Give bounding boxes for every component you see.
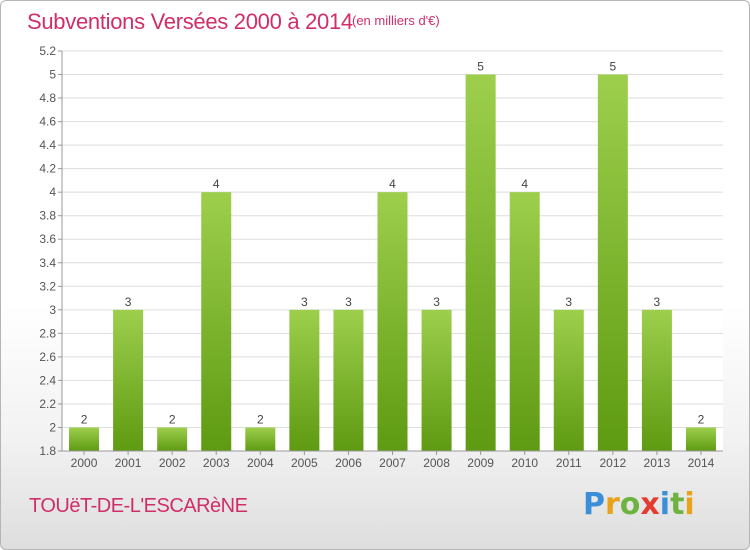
x-tick-label: 2007 bbox=[379, 456, 406, 470]
data-label: 2 bbox=[169, 412, 176, 426]
bar[interactable] bbox=[113, 309, 144, 451]
logo-letter: i bbox=[659, 487, 671, 522]
chart-unit: (en milliers d'€) bbox=[352, 13, 440, 28]
bar[interactable] bbox=[157, 427, 188, 451]
y-tick-label: 4 bbox=[49, 185, 56, 199]
y-tick-label: 3.2 bbox=[39, 279, 56, 293]
data-label: 2 bbox=[81, 412, 88, 426]
commune-name: TOUëT-DE-L'ESCARèNE bbox=[29, 495, 248, 517]
bar[interactable] bbox=[421, 309, 452, 451]
chart-title: Subventions Versées 2000 à 2014 bbox=[27, 9, 353, 34]
y-tick-label: 2.6 bbox=[39, 350, 56, 364]
data-label: 4 bbox=[389, 177, 396, 191]
y-tick-label: 2.8 bbox=[39, 326, 56, 340]
logo-letter: i bbox=[684, 487, 695, 522]
y-tick-label: 2 bbox=[49, 420, 56, 434]
data-label: 3 bbox=[301, 295, 308, 309]
logo-letter: P bbox=[583, 487, 605, 522]
data-label: 5 bbox=[477, 60, 484, 74]
data-label: 3 bbox=[654, 295, 661, 309]
y-tick-label: 2.4 bbox=[39, 373, 56, 387]
logo-letter: x bbox=[640, 487, 660, 522]
logo-letter: r bbox=[605, 487, 620, 522]
x-tick-label: 2004 bbox=[247, 456, 274, 470]
x-tick-label: 2000 bbox=[71, 456, 98, 470]
x-tick-label: 2006 bbox=[335, 456, 362, 470]
x-tick-label: 2008 bbox=[423, 456, 450, 470]
y-tick-label: 3.4 bbox=[39, 256, 56, 270]
x-tick-label: 2012 bbox=[599, 456, 626, 470]
x-tick-label: 2009 bbox=[467, 456, 494, 470]
y-tick-label: 5 bbox=[49, 68, 56, 82]
bar[interactable] bbox=[333, 309, 364, 451]
bar[interactable] bbox=[509, 192, 540, 452]
data-label: 3 bbox=[433, 295, 440, 309]
data-label: 2 bbox=[698, 412, 705, 426]
data-label: 4 bbox=[521, 177, 528, 191]
bar[interactable] bbox=[69, 427, 100, 451]
y-tick-label: 4.2 bbox=[39, 162, 56, 176]
data-label: 3 bbox=[565, 295, 572, 309]
bar[interactable] bbox=[641, 309, 672, 451]
data-label: 3 bbox=[345, 295, 352, 309]
data-label: 3 bbox=[125, 295, 132, 309]
proxiti-logo[interactable]: Proxiti bbox=[583, 487, 695, 522]
x-tick-label: 2005 bbox=[291, 456, 318, 470]
x-tick-label: 2013 bbox=[644, 456, 671, 470]
bar[interactable] bbox=[597, 74, 628, 451]
bar[interactable] bbox=[201, 192, 232, 452]
y-tick-label: 4.8 bbox=[39, 91, 56, 105]
bar[interactable] bbox=[685, 427, 716, 451]
x-tick-label: 2014 bbox=[688, 456, 715, 470]
y-tick-label: 3.6 bbox=[39, 232, 56, 246]
y-tick-label: 3 bbox=[49, 303, 56, 317]
logo-letter: t bbox=[670, 487, 685, 522]
y-tick-label: 1.8 bbox=[39, 444, 56, 458]
bar[interactable] bbox=[289, 309, 320, 451]
y-tick-label: 3.8 bbox=[39, 209, 56, 223]
y-tick-label: 2.2 bbox=[39, 397, 56, 411]
x-tick-label: 2011 bbox=[556, 456, 582, 470]
data-label: 4 bbox=[213, 177, 220, 191]
x-tick-label: 2002 bbox=[159, 456, 186, 470]
y-tick-label: 5.2 bbox=[39, 44, 56, 58]
data-label: 2 bbox=[257, 412, 264, 426]
bar[interactable] bbox=[245, 427, 276, 451]
data-label: 5 bbox=[609, 60, 616, 74]
y-tick-label: 4.4 bbox=[39, 138, 56, 152]
bar[interactable] bbox=[377, 192, 408, 452]
logo-letter: o bbox=[619, 487, 641, 522]
y-tick-label: 4.6 bbox=[39, 115, 56, 129]
x-tick-label: 2003 bbox=[203, 456, 230, 470]
x-tick-label: 2010 bbox=[511, 456, 538, 470]
bar[interactable] bbox=[553, 309, 584, 451]
x-tick-label: 2001 bbox=[115, 456, 142, 470]
bar[interactable] bbox=[465, 74, 496, 451]
